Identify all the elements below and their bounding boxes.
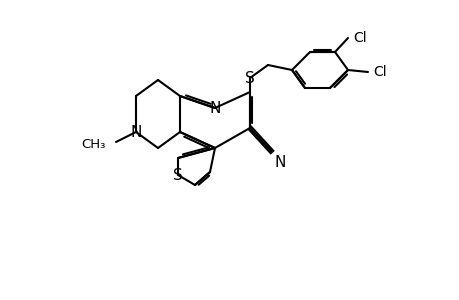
Text: N: N xyxy=(209,100,220,116)
Text: Cl: Cl xyxy=(372,65,386,79)
Text: S: S xyxy=(173,167,183,182)
Text: Cl: Cl xyxy=(353,31,366,45)
Text: N: N xyxy=(274,154,285,169)
Text: CH₃: CH₃ xyxy=(81,137,106,151)
Text: S: S xyxy=(245,70,254,86)
Text: N: N xyxy=(130,124,141,140)
